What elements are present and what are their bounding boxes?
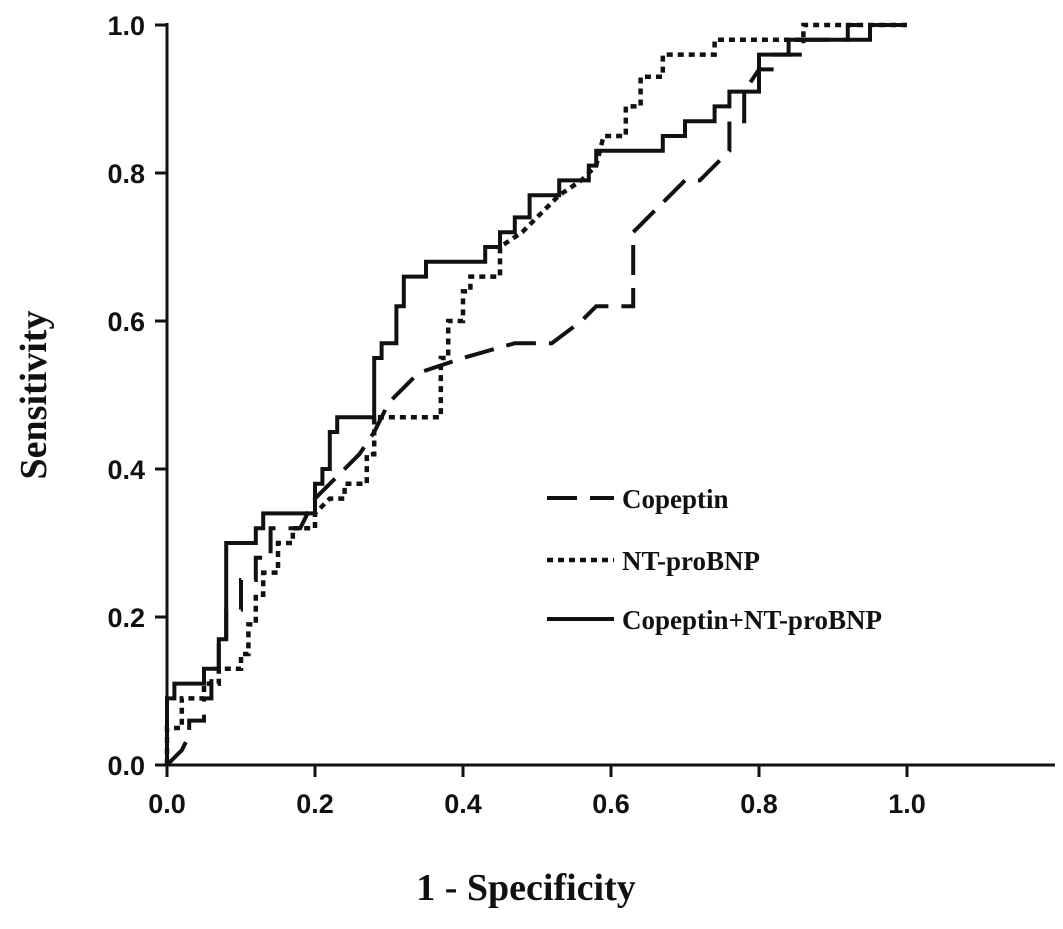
x-tick-label: 0.0	[148, 789, 186, 819]
ticks-layer: 0.0 0.2 0.4 0.6 0.8 1.0 0.0 0.2 0.4 0.6 0.8 1.0	[107, 11, 925, 819]
x-tick-label: 0.6	[592, 789, 630, 819]
y-tick-label: 0.4	[107, 455, 145, 485]
legend-label-copeptin: Copeptin	[622, 484, 729, 514]
series-line-nt-probnp	[164, 22, 907, 765]
legend-label-combined: Copeptin+NT-proBNP	[622, 605, 882, 635]
y-tick-label: 1.0	[107, 11, 145, 41]
y-tick-label: 0.0	[107, 751, 145, 781]
y-tick-label: 0.8	[107, 159, 145, 189]
x-tick-label: 0.2	[296, 789, 334, 819]
x-tick-label: 1.0	[888, 789, 926, 819]
series-layer	[164, 22, 907, 767]
y-axis-title: Sensitivity	[13, 311, 55, 480]
x-axis-title: 1 - Specificity	[416, 867, 636, 909]
series-line-copeptin	[165, 23, 907, 767]
y-tick-label: 0.6	[107, 307, 145, 337]
x-tick-label: 0.8	[740, 789, 778, 819]
legend: Copeptin NT-proBNP Copeptin+NT-proBNP	[547, 484, 882, 635]
legend-label-nt-probnp: NT-proBNP	[622, 546, 760, 576]
series-line-copeptin-nt-probnp	[165, 23, 907, 765]
x-tick-label: 0.4	[444, 789, 482, 819]
y-tick-label: 0.2	[107, 603, 145, 633]
